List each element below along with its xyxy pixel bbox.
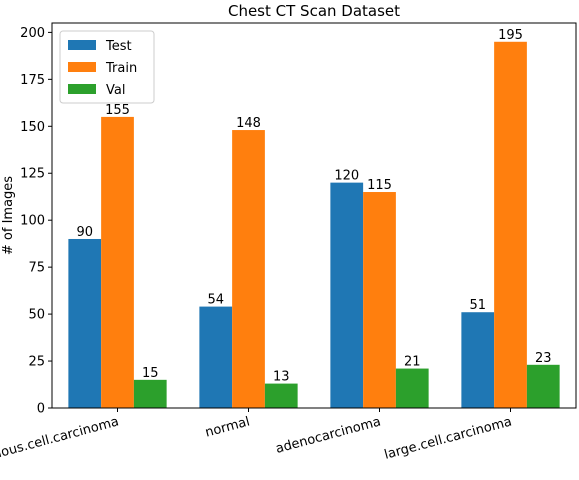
bar-test-2 (330, 182, 364, 408)
bar-test-0 (68, 238, 102, 408)
y-tick-label: 0 (37, 402, 45, 417)
data-label-val-0: 15 (142, 366, 159, 381)
data-label-train-2: 115 (367, 178, 392, 193)
y-tick-label: 50 (28, 308, 45, 323)
bar-train-0 (101, 116, 134, 409)
bar-train-1 (232, 130, 265, 409)
chart-title: Chest CT Scan Dataset (228, 2, 400, 20)
data-label-test-1: 54 (207, 293, 224, 308)
x-tick-label: adenocarcinoma (274, 414, 382, 456)
y-tick-label: 200 (20, 26, 45, 41)
data-label-test-3: 51 (469, 298, 486, 313)
y-tick-label: 25 (28, 355, 45, 370)
legend-swatch-train (68, 62, 96, 72)
y-tick-label: 100 (20, 214, 45, 229)
y-tick-label: 175 (20, 73, 45, 88)
data-label-val-2: 21 (404, 355, 421, 370)
bar-train-3 (494, 41, 527, 408)
legend-swatch-test (68, 40, 96, 50)
y-tick-label: 150 (20, 120, 45, 135)
data-label-train-3: 195 (498, 28, 523, 43)
data-label-train-1: 148 (236, 116, 261, 131)
y-tick-label: 75 (28, 261, 45, 276)
plot-frame (51, 22, 577, 409)
bar-test-3 (461, 312, 495, 408)
plot-area: 90 54 120 51 155 148 115 195 15 13 21 23 0 25 50 75 100 1… (0, 22, 577, 472)
y-tick-label: 125 (20, 167, 45, 182)
data-label-val-1: 13 (273, 370, 290, 385)
bar-val-3 (526, 364, 560, 408)
legend-label-test: Test (105, 39, 132, 54)
legend-label-val: Val (106, 83, 125, 98)
bar-train-2 (363, 192, 396, 408)
bar-val-1 (264, 383, 298, 408)
x-tick-label: large.cell.carcinoma (383, 414, 514, 462)
x-tick-label: normal (204, 414, 252, 440)
data-label-train-0: 155 (105, 103, 130, 118)
data-label-val-3: 23 (535, 351, 552, 366)
bar-val-2 (395, 368, 429, 408)
x-tick-label: squamous.cell.carcinoma (0, 414, 121, 471)
legend-swatch-val (68, 84, 96, 94)
legend-label-train: Train (105, 61, 137, 76)
data-label-test-0: 90 (76, 225, 93, 240)
y-axis-label: # of Images (1, 176, 16, 255)
bar-val-0 (133, 379, 167, 408)
data-label-test-2: 120 (334, 169, 359, 184)
bar-test-1 (199, 306, 233, 408)
